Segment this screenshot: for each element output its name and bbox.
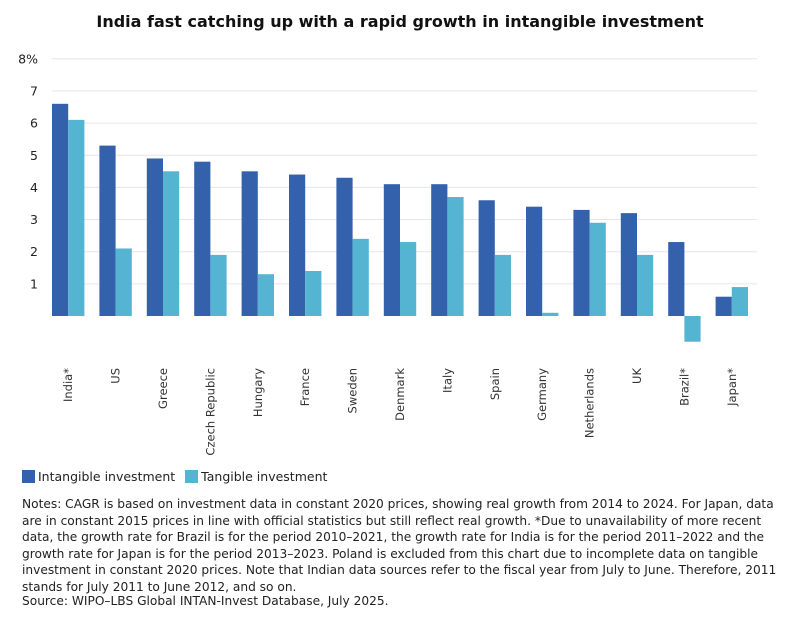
bar-intangible bbox=[573, 209, 590, 316]
y-tick-label: 4 bbox=[30, 180, 38, 195]
bar-intangible bbox=[620, 213, 637, 316]
x-tick-label: Italy bbox=[440, 368, 454, 393]
bar-intangible bbox=[241, 171, 258, 316]
bar-tangible bbox=[542, 312, 559, 316]
chart-source: Source: WIPO–LBS Global INTAN-Invest Dat… bbox=[22, 594, 389, 608]
bar-intangible bbox=[146, 158, 163, 316]
bar-intangible bbox=[289, 174, 306, 316]
bar-tangible bbox=[494, 254, 511, 316]
x-tick-label: Germany bbox=[535, 368, 549, 421]
y-tick-label: 5 bbox=[30, 148, 38, 163]
legend-label: Tangible investment bbox=[201, 469, 328, 484]
chart-notes: Notes: CAGR is based on investment data … bbox=[22, 497, 777, 594]
legend-swatch bbox=[22, 470, 35, 483]
legend-item-tangible: Tangible investment bbox=[185, 469, 327, 484]
bar-tangible bbox=[637, 254, 654, 316]
y-tick-label: 3 bbox=[30, 212, 38, 227]
legend-label: Intangible investment bbox=[38, 469, 176, 484]
bar-tangible bbox=[257, 274, 274, 316]
bar-intangible bbox=[526, 206, 543, 316]
y-tick-label: 1 bbox=[30, 276, 38, 291]
legend-swatch bbox=[185, 470, 199, 483]
y-tick-label: 2 bbox=[30, 244, 38, 259]
bar-tangible bbox=[68, 119, 85, 316]
x-tick-label: US bbox=[109, 368, 123, 384]
x-tick-label: Denmark bbox=[393, 368, 407, 421]
bar-tangible bbox=[589, 222, 606, 316]
bar-tangible bbox=[447, 197, 464, 316]
bar-tangible bbox=[305, 270, 322, 316]
x-tick-label: Netherlands bbox=[583, 368, 597, 438]
x-tick-label: Greece bbox=[156, 368, 170, 409]
bar-intangible bbox=[478, 200, 495, 316]
x-tick-label: Brazil* bbox=[677, 368, 691, 406]
bar-intangible bbox=[99, 145, 116, 316]
bar-intangible bbox=[52, 103, 69, 316]
bar-tangible bbox=[115, 248, 132, 316]
bar-intangible bbox=[715, 296, 732, 316]
x-tick-label: Czech Republic bbox=[203, 368, 217, 456]
x-tick-label: India* bbox=[61, 368, 75, 402]
x-tick-label: Spain bbox=[488, 368, 502, 400]
chart-title: India fast catching up with a rapid grow… bbox=[96, 12, 704, 31]
bar-tangible bbox=[400, 242, 417, 316]
bar-tangible bbox=[731, 287, 748, 316]
legend: Intangible investment Tangible investmen… bbox=[22, 469, 327, 484]
bar-intangible bbox=[431, 184, 448, 316]
x-tick-label: Japan* bbox=[725, 368, 739, 407]
legend-item-intangible: Intangible investment bbox=[22, 469, 175, 484]
bar-intangible bbox=[194, 161, 211, 316]
x-tick-label: Hungary bbox=[251, 368, 265, 417]
bar-tangible bbox=[684, 316, 701, 342]
x-tick-label: France bbox=[298, 368, 312, 406]
bar-intangible bbox=[668, 242, 685, 316]
bar-tangible bbox=[210, 254, 227, 316]
y-tick-label: 6 bbox=[30, 116, 38, 131]
x-tick-label: UK bbox=[630, 368, 644, 384]
y-tick-label: 8% bbox=[18, 51, 38, 66]
y-tick-label: 7 bbox=[30, 83, 38, 98]
bar-chart: 1 2 3 4 5 6 7 8% India* US Greece Czech Republic Hun… bbox=[18, 51, 757, 456]
bar-intangible bbox=[383, 184, 400, 316]
bar-intangible bbox=[336, 177, 353, 316]
bar-tangible bbox=[163, 171, 180, 316]
x-tick-label: Sweden bbox=[346, 368, 360, 413]
bar-tangible bbox=[352, 238, 369, 316]
